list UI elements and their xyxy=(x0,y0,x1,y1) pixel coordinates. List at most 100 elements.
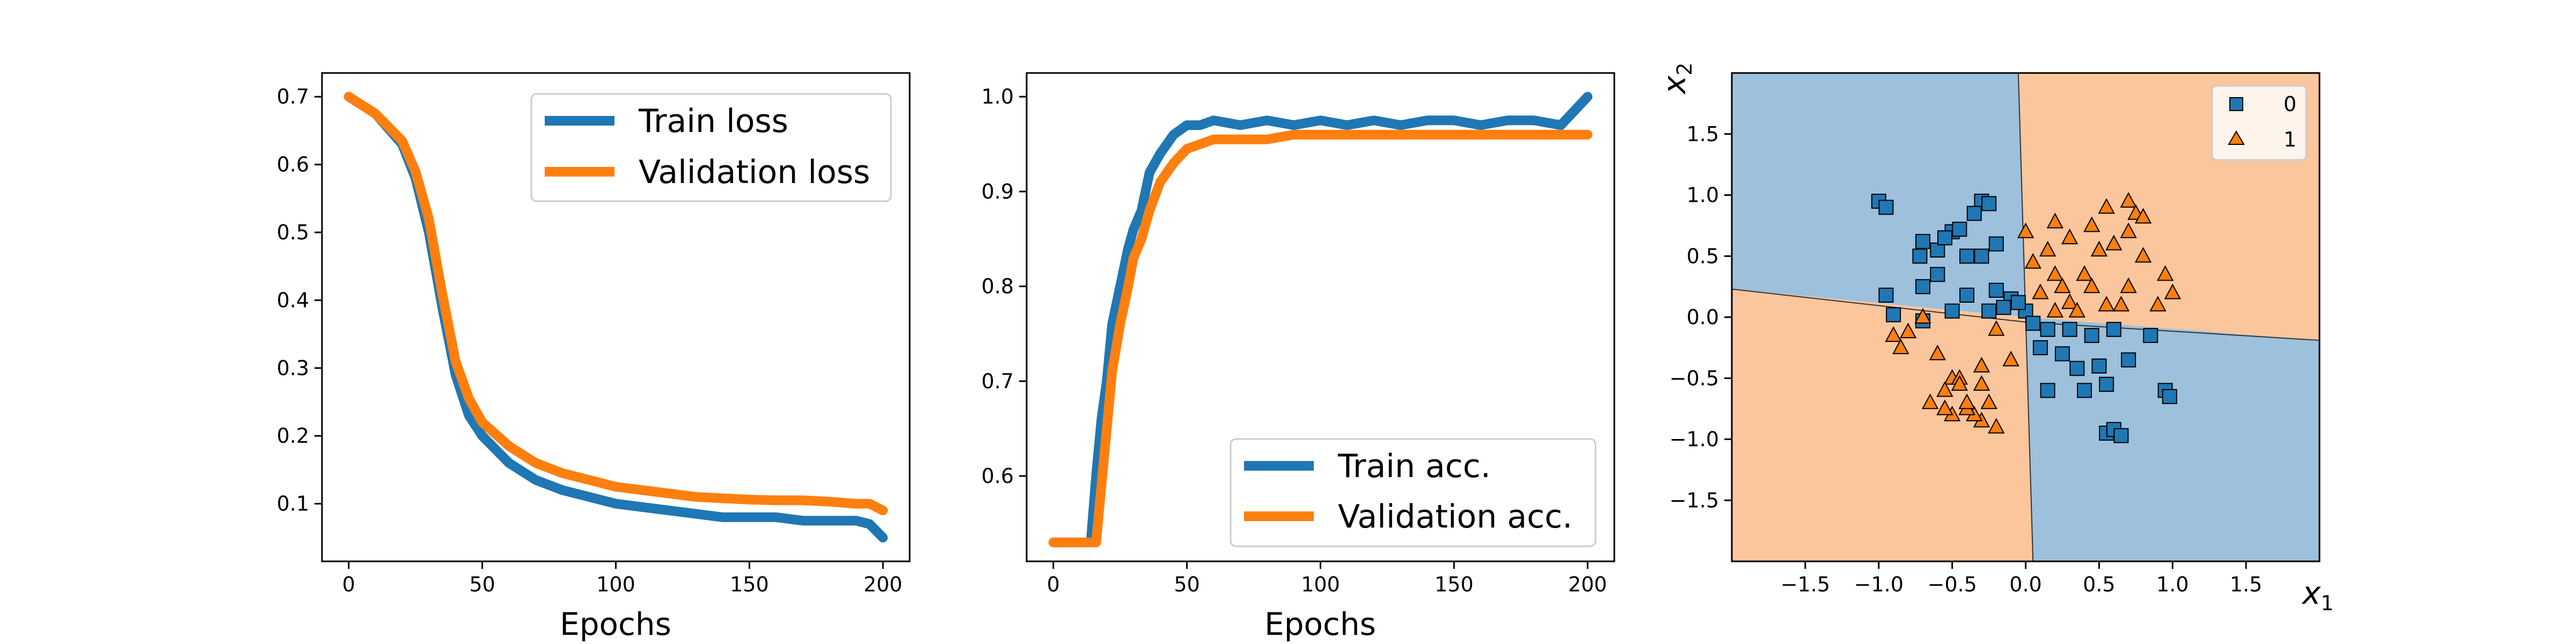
series-line-validation-acc xyxy=(1048,129,1593,547)
scatter-point-class-1 xyxy=(2024,253,2041,269)
y-tick-label: 0.5 xyxy=(1687,244,1719,268)
legend-label-class-0: 0 xyxy=(2284,92,2296,116)
decision-legend: 0 1 xyxy=(2211,85,2307,161)
scatter-point-class-1 xyxy=(1951,375,1968,391)
scatter-point-class-0 xyxy=(2106,321,2121,337)
decision-regions xyxy=(1732,73,2319,561)
scatter-point-class-1 xyxy=(2098,198,2115,214)
scatter-point-class-0 xyxy=(1952,222,1967,237)
scatter-point-class-1 xyxy=(2120,277,2137,294)
decision-axes-frame xyxy=(1731,72,2321,562)
loss-panel: 0 50 100 150 200 0.1 0.2 0.3 0.4 0.5 0.6 0.7 Epochs… xyxy=(277,72,911,642)
y-tick-label: 0.3 xyxy=(277,356,309,380)
scatter-point-class-1 xyxy=(2032,283,2049,299)
scatter-point-class-0 xyxy=(2069,361,2085,376)
legend-marker-class-1 xyxy=(2228,130,2245,145)
scatter-point-class-1 xyxy=(1980,393,1997,409)
scatter-point-class-1 xyxy=(2090,240,2108,257)
scatter-point-class-0 xyxy=(2040,383,2055,398)
loss-axes-frame xyxy=(321,72,911,562)
x-tick-label: 100 xyxy=(596,573,635,596)
series-line-validation-loss xyxy=(343,92,888,516)
scatter-point-class-0 xyxy=(2054,346,2070,362)
x-tick-label: 50 xyxy=(1174,573,1199,596)
accuracy-panel: 0 50 100 150 200 0.6 0.7 0.8 0.9 1.0 Epochs Train… xyxy=(982,72,1615,642)
y-tick-label: −1.0 xyxy=(1670,428,1719,451)
legend-label-train-acc: Train acc. xyxy=(1337,448,1491,485)
scatter-point-class-1 xyxy=(2061,293,2079,309)
y-tick-label: 0.1 xyxy=(277,492,309,516)
scatter-point-class-1 xyxy=(2083,277,2101,294)
scatter-point-class-0 xyxy=(1988,282,2004,298)
scatter-point-class-0 xyxy=(2084,328,2099,343)
scatter-point-class-1 xyxy=(1973,356,1990,372)
legend-marker-class-0 xyxy=(2229,97,2243,111)
scatter-point-class-0 xyxy=(1937,230,1952,246)
decision-region-panel: −1.5 −1.0 −0.5 0.0 0.5 1.0 1.5 −1.5 −1.0 −0.5 0.0 0… xyxy=(1656,62,2334,615)
scatter-point-class-1 xyxy=(2120,192,2137,208)
scatter-points xyxy=(1871,192,2181,443)
scatter-point-class-1 xyxy=(1988,320,2005,336)
scatter-point-class-0 xyxy=(2062,321,2077,337)
scatter-point-class-0 xyxy=(2010,295,2026,310)
loss-lines xyxy=(343,92,888,543)
x-tick-label: 1.0 xyxy=(2156,573,2189,596)
scatter-point-class-0 xyxy=(2091,358,2107,374)
scatter-point-class-0 xyxy=(2121,352,2136,368)
y-tick-label: 1.0 xyxy=(1687,184,1719,207)
x-tick-label: 200 xyxy=(1568,573,1607,596)
scatter-point-class-1 xyxy=(2046,213,2063,229)
y-tick-label: −0.5 xyxy=(1670,367,1719,390)
x-tick-label: 100 xyxy=(1301,573,1340,596)
scatter-point-class-1 xyxy=(2039,240,2057,257)
scatter-point-class-0 xyxy=(2099,377,2114,392)
scatter-point-class-1 xyxy=(1929,345,1946,361)
scatter-point-class-1 xyxy=(1885,326,1902,342)
scatter-point-class-0 xyxy=(2040,321,2055,337)
x-tick-label: 50 xyxy=(469,573,495,596)
scatter-point-class-1 xyxy=(1958,393,1975,409)
y-tick-label: 0.6 xyxy=(277,153,309,177)
accuracy-legend: Train acc. Validation acc. xyxy=(1230,438,1597,547)
x-tick-label: −1.5 xyxy=(1781,573,1830,596)
accuracy-lines xyxy=(1048,92,1593,547)
scatter-point-class-0 xyxy=(1944,303,1960,319)
scatter-point-class-0 xyxy=(1878,200,1894,215)
scatter-point-class-1 xyxy=(1973,375,1990,391)
scatter-point-class-1 xyxy=(1936,399,1953,415)
scatter-point-class-1 xyxy=(2134,247,2152,263)
scatter-point-class-0 xyxy=(1981,303,1997,319)
scatter-point-class-0 xyxy=(1974,248,1989,264)
accuracy-xlabel: Epochs xyxy=(1264,606,1376,642)
x-tick-label: 0 xyxy=(1047,573,1060,596)
scatter-point-class-1 xyxy=(2112,296,2130,312)
y-tick-label: 0.0 xyxy=(1687,305,1719,329)
x-tick-label: 200 xyxy=(863,573,903,596)
scatter-point-class-1 xyxy=(1914,308,1931,324)
x-tick-label: 0 xyxy=(342,573,355,596)
accuracy-axis-ticks: 0 50 100 150 200 0.6 0.7 0.8 0.9 1.0 xyxy=(982,85,1607,596)
x-tick-label: −0.5 xyxy=(1927,573,1977,596)
scatter-point-class-1 xyxy=(2120,222,2137,238)
scatter-point-class-0 xyxy=(1912,248,1928,264)
decision-xlabel: x1 xyxy=(2301,575,2334,615)
scatter-point-class-0 xyxy=(2025,316,2041,331)
scatter-point-class-1 xyxy=(2002,350,2019,367)
y-tick-label: 0.8 xyxy=(982,275,1014,298)
scatter-point-class-1 xyxy=(1921,393,1939,409)
scatter-point-class-1 xyxy=(2105,235,2123,251)
x-tick-label: 0.0 xyxy=(2009,573,2041,596)
scatter-point-class-1 xyxy=(2156,265,2174,281)
scatter-point-class-1 xyxy=(2076,265,2093,281)
scatter-point-class-0 xyxy=(1959,288,1974,303)
scatter-point-class-0 xyxy=(2077,383,2092,398)
scatter-point-class-0 xyxy=(2032,340,2048,355)
x-tick-label: 150 xyxy=(1435,573,1474,596)
y-tick-label: 0.5 xyxy=(277,221,309,244)
scatter-point-class-1 xyxy=(1892,338,1909,354)
scatter-point-class-0 xyxy=(1981,196,1997,211)
scatter-point-class-0 xyxy=(1886,307,1901,323)
y-tick-label: 1.5 xyxy=(1687,122,1719,146)
scatter-point-class-0 xyxy=(1915,233,1930,249)
y-tick-label: 0.6 xyxy=(982,464,1014,488)
